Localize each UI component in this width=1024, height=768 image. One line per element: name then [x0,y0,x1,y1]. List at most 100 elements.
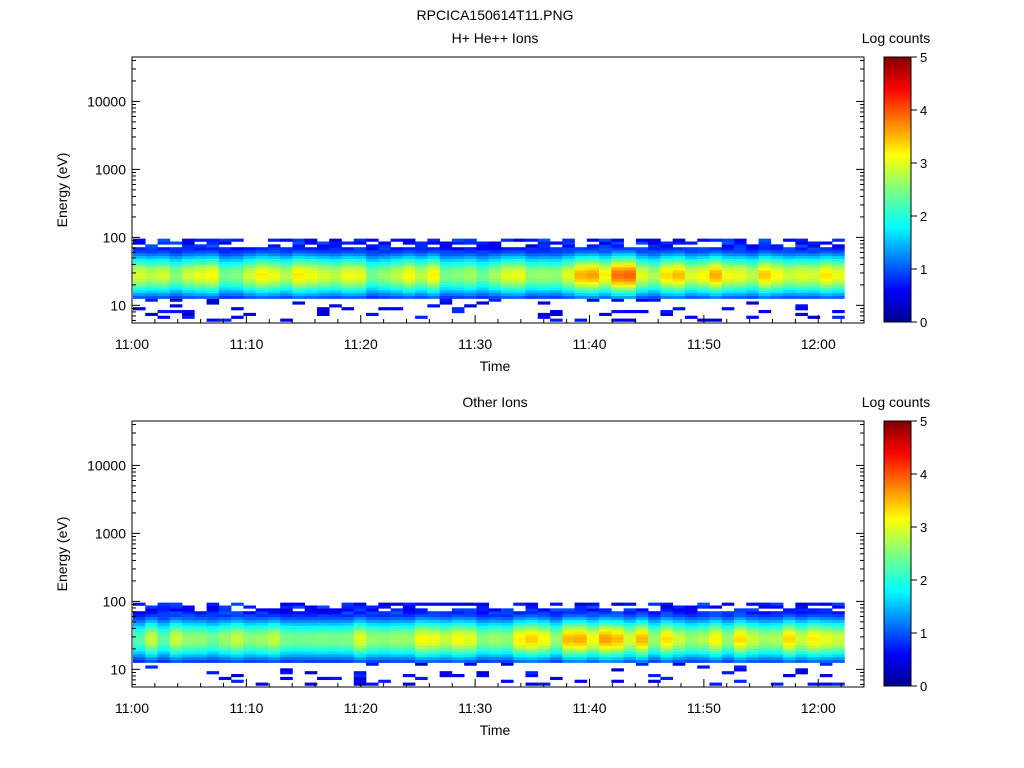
spectrogram-cell [611,656,624,661]
spectrogram-cell [783,636,796,641]
spectrogram-cell [648,654,661,658]
spectrogram-cell [267,295,281,299]
spectrogram-cell [390,284,404,288]
spectrogram-cell [231,252,244,257]
spectrogram-cell [378,261,391,265]
spectrogram-cell [611,310,624,314]
spectrogram-cell [366,267,379,271]
spectrogram-cell [304,619,318,623]
spectrogram-cell [623,648,637,652]
spectrogram-cell [488,616,502,621]
spectrogram-cell [697,639,710,643]
spectrogram-cell [599,611,612,615]
spectrogram-cell [599,631,612,635]
spectrogram-cell [206,611,220,615]
spectrogram-cell [439,602,453,606]
spectrogram-cell [709,648,723,652]
spectrogram-cell [267,634,281,638]
spectrogram-cell [734,611,747,615]
spectrogram-cell [378,645,391,649]
spectrogram-cell [267,651,281,655]
spectrogram-cell [623,275,637,279]
spectrogram-cell [807,608,821,612]
spectrogram-cell [672,270,686,274]
spectrogram-cell [341,261,355,265]
spectrogram-cell [292,642,306,646]
spectrogram-cell [329,654,342,658]
spectrogram-cell [488,295,502,299]
spectrogram-cell [390,292,404,297]
spectrogram-cell [721,636,735,641]
spectrogram-cell [611,602,624,606]
spectrogram-cell [709,284,723,288]
spectrogram-cell [402,628,416,632]
spectrogram-cell [316,244,330,248]
spectrogram-cell [243,656,256,661]
spectrogram-cell [231,659,244,663]
spectrogram-cell [513,287,526,291]
spectrogram-cell [684,241,698,245]
spectrogram-cell [648,616,661,621]
spectrogram-cell [819,258,833,262]
spectrogram-cell [390,281,404,285]
spectrogram-cell [427,264,440,268]
spectrogram-cell [770,651,784,655]
spectrogram-cell [734,261,747,265]
spectrogram-cell [734,679,747,683]
spectrogram-cell [832,290,845,294]
spectrogram-cell [366,656,379,661]
spectrogram-cell [709,287,723,291]
spectrogram-cell [316,307,330,311]
spectrogram-cell [672,662,686,666]
spectrogram-cell [697,292,710,297]
spectrogram-cell [169,270,183,274]
spectrogram-cell [145,252,158,257]
spectrogram-cell [206,656,220,661]
spectrogram-cell [304,651,318,655]
spectrogram-cell [451,648,465,652]
spectrogram-cell [182,290,195,294]
spectrogram-cell [611,281,624,285]
spectrogram-cell [329,244,342,248]
spectrogram-cell [292,250,306,254]
spectrogram-cell [255,619,269,623]
spectrogram-cell [500,614,514,618]
spectrogram-cell [402,636,416,641]
spectrogram-cell [721,307,735,311]
spectrogram-cell [783,247,796,251]
spectrogram-cell [415,622,428,626]
spectrogram-cell [635,238,649,242]
spectrogram-cell [562,278,575,282]
spectrogram-cell [451,636,465,641]
spectrogram-cell [476,654,490,658]
spectrogram-cell [623,290,637,294]
spectrogram-cell [537,284,551,288]
spectrogram-cell [672,252,686,257]
spectrogram-cell [746,619,759,623]
spectrogram-cell [329,676,342,681]
spectrogram-cell [758,654,772,658]
spectrogram-cell [758,238,772,242]
spectrogram-cell [807,261,821,265]
spectrogram-cell [329,651,342,655]
spectrogram-cell [476,261,490,265]
spectrogram-cell [599,278,612,282]
spectrogram-cell [378,656,391,661]
spectrogram-cell [537,631,551,635]
spectrogram-cell [550,642,563,646]
spectrogram-cell [562,261,575,265]
spectrogram-cell [402,634,416,638]
spectrogram-cell [402,619,416,623]
spectrogram-cell [243,284,256,288]
spectrogram-cell [366,244,379,248]
spectrogram-cell [574,656,588,661]
spectrogram-cell [439,645,453,649]
spectrogram-cell [660,608,673,612]
spectrogram-cell [734,614,747,618]
colorbar [883,56,912,323]
spectrogram-cell [427,659,440,663]
spectrogram-cell [525,642,539,646]
spectrogram-cell [832,682,845,686]
spectrogram-cell [267,625,281,629]
